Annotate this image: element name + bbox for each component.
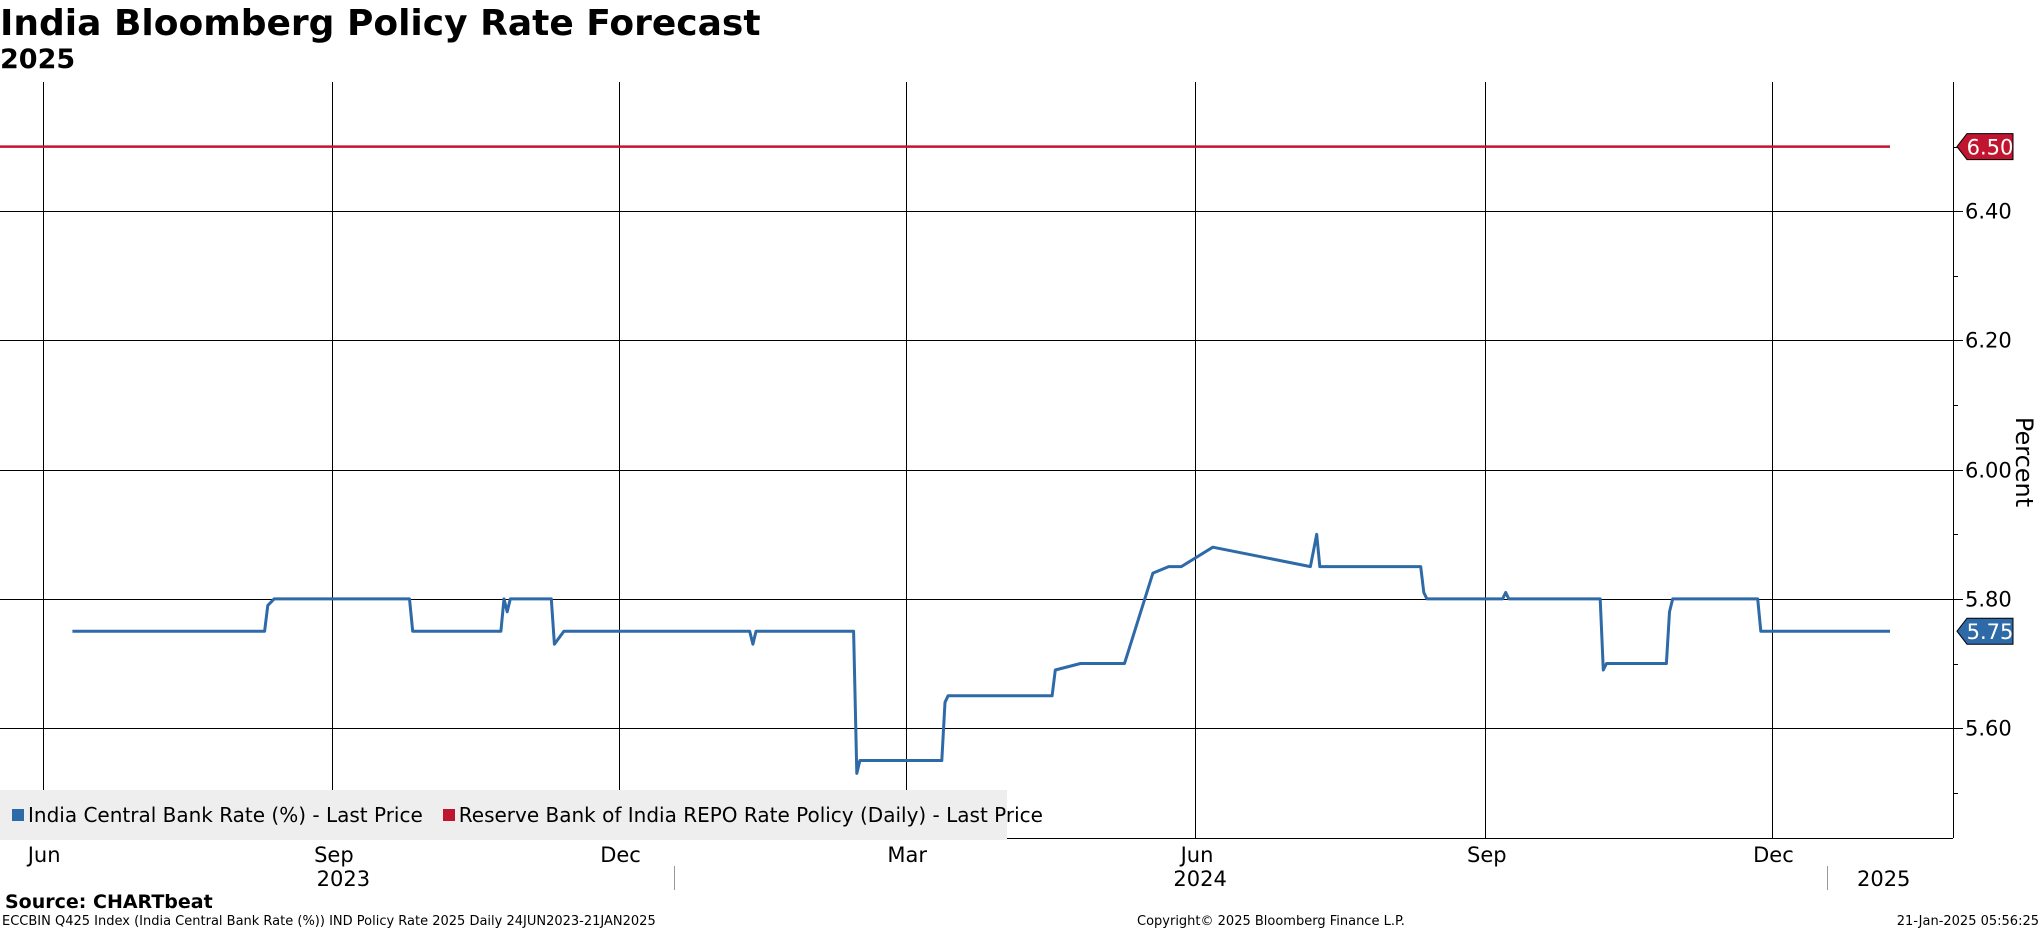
x-month-label-4: Jun xyxy=(1179,843,1214,867)
x-month-label-5: Sep xyxy=(1467,843,1507,867)
x-year-label-2: 2025 xyxy=(1857,867,1910,891)
y-tick-label-1: 5.80 xyxy=(1965,588,2012,612)
y-tick-label-4: 6.40 xyxy=(1965,200,2012,224)
x-month-label-2: Dec xyxy=(600,843,641,867)
x-month-label-0: Jun xyxy=(26,843,61,867)
y-axis-title: Percent xyxy=(2010,417,2038,507)
last-value-tag-central-bank-shape xyxy=(1956,617,2014,645)
x-month-label-6: Dec xyxy=(1753,843,1794,867)
last-value-tag-central-bank-text: 5.75 xyxy=(1967,620,2014,644)
last-value-tag-central-bank: 5.75 xyxy=(1956,617,2014,645)
x-month-label-3: Mar xyxy=(887,843,927,867)
x-year-label-1: 2024 xyxy=(1173,867,1226,891)
legend-item-repo-rate: Reserve Bank of India REPO Rate Policy (… xyxy=(442,803,1043,827)
series-layer xyxy=(0,145,1890,775)
y-tick-label-0: 5.60 xyxy=(1965,717,2012,741)
axis-layer: 5.60 5.80 6.00 6.20 6.40 Percent Jun Sep Dec Mar J… xyxy=(0,82,2038,891)
legend-swatch-blue xyxy=(12,809,24,821)
footer-left: ECCBIN Q425 Index (India Central Bank Ra… xyxy=(2,914,656,929)
source-note: Source: CHARTbeat xyxy=(5,891,213,913)
footer-copyright: Copyright© 2025 Bloomberg Finance L.P. xyxy=(1137,914,1405,929)
legend-label-india-central-bank-rate: India Central Bank Rate (%) - Last Price xyxy=(28,803,423,827)
legend-swatch-red xyxy=(442,809,455,821)
footer-timestamp: 21-Jan-2025 05:56:25 xyxy=(1896,914,2039,929)
chart-subtitle: 2025 xyxy=(0,44,76,75)
y-tick-label-3: 6.20 xyxy=(1965,329,2012,353)
legend-item-india-central-bank-rate: India Central Bank Rate (%) - Last Price xyxy=(12,803,423,827)
x-month-label-1: Sep xyxy=(314,843,354,867)
last-value-tag-repo-shape xyxy=(1956,133,2014,161)
legend-label-repo-rate: Reserve Bank of India REPO Rate Policy (… xyxy=(458,803,1043,827)
series-line-0 xyxy=(72,532,1890,775)
last-value-tag-repo-text: 6.50 xyxy=(1967,136,2014,160)
grid-layer xyxy=(0,82,1953,838)
legend: India Central Bank Rate (%) - Last Price… xyxy=(0,790,1043,840)
x-year-label-0: 2023 xyxy=(317,867,370,891)
last-value-tag-repo: 6.50 xyxy=(1956,133,2014,161)
y-tick-label-2: 6.00 xyxy=(1965,459,2012,483)
chart-title: India Bloomberg Policy Rate Forecast xyxy=(0,3,761,44)
